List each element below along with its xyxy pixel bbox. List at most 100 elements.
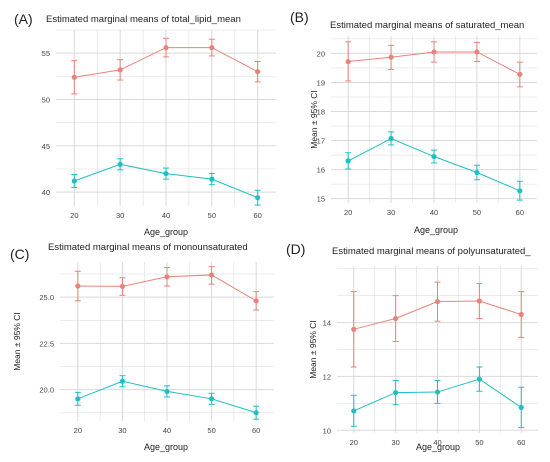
data-point xyxy=(253,410,259,416)
x-tick-label: 20 xyxy=(70,211,78,220)
data-point xyxy=(476,376,482,382)
data-point xyxy=(71,74,77,80)
series-upper xyxy=(74,266,260,311)
data-point xyxy=(474,169,480,176)
y-tick-label: 55 xyxy=(42,49,50,58)
y-axis-label: Mean ± 95% CI xyxy=(12,312,22,371)
chart-title: Estimated marginal means of saturated_me… xyxy=(330,20,524,31)
x-tick-label: 20 xyxy=(344,208,352,217)
data-point xyxy=(393,389,399,396)
x-tick-label: 50 xyxy=(475,438,483,447)
data-point xyxy=(345,158,351,164)
series-lower xyxy=(350,366,525,429)
y-tick-label: 14 xyxy=(323,319,331,328)
panel-label: (D) xyxy=(286,241,305,257)
panel-label: (B) xyxy=(290,9,309,25)
data-point xyxy=(474,49,480,55)
chart-panel-a: (A) Estimated marginal means of total_lip… xyxy=(14,11,276,237)
x-tick-label: 60 xyxy=(517,438,525,447)
data-point xyxy=(163,170,169,177)
data-point xyxy=(209,45,215,51)
chart-title: Estimated marginal means of total_lipid_… xyxy=(46,14,241,25)
y-tick-label: 45 xyxy=(42,142,50,151)
data-point xyxy=(393,315,399,322)
x-axis-label: Age_group xyxy=(144,442,188,452)
data-point xyxy=(255,69,261,75)
data-point xyxy=(255,195,261,201)
x-tick-label: 40 xyxy=(162,211,170,220)
data-point xyxy=(75,283,81,289)
data-point xyxy=(119,378,126,384)
chart-title: Estimated marginal means of monounsatura… xyxy=(48,242,248,253)
y-tick-label: 15 xyxy=(317,195,325,204)
data-point xyxy=(431,153,437,160)
data-point xyxy=(351,408,357,414)
chart-panel-c: (C) Estimated marginal means of monounsat… xyxy=(10,242,274,452)
series-lower xyxy=(74,375,260,420)
data-point xyxy=(476,298,482,304)
series-upper xyxy=(345,41,523,88)
data-point xyxy=(388,54,394,60)
chart-panel-d: (D) Estimated marginal means of polyunsat… xyxy=(286,241,538,452)
x-axis-label: Age_group xyxy=(414,225,458,235)
data-point xyxy=(431,49,437,55)
panel-label: (A) xyxy=(14,11,33,27)
y-axis-label: Mean ± 95% CI xyxy=(308,320,318,379)
data-point xyxy=(351,326,357,332)
x-tick-label: 30 xyxy=(387,208,395,217)
y-tick-label: 12 xyxy=(323,372,331,381)
series-lower xyxy=(71,158,261,206)
series-upper xyxy=(350,281,525,368)
x-tick-label: 60 xyxy=(253,211,261,220)
gridlines xyxy=(331,36,537,203)
data-point xyxy=(209,176,215,182)
y-tick-label: 17 xyxy=(317,137,325,146)
data-point xyxy=(345,58,351,65)
x-tick-label: 20 xyxy=(74,426,82,435)
data-point xyxy=(164,274,170,280)
x-tick-label: 30 xyxy=(116,211,124,220)
y-tick-label: 18 xyxy=(317,108,325,117)
x-tick-label: 60 xyxy=(516,208,524,217)
data-point xyxy=(164,388,170,395)
y-tick-label: 50 xyxy=(42,95,50,104)
x-tick-label: 50 xyxy=(473,208,481,217)
x-tick-label: 20 xyxy=(350,438,358,447)
x-tick-label: 50 xyxy=(207,426,215,435)
x-tick-label: 40 xyxy=(163,426,171,435)
series-lower xyxy=(345,131,523,201)
gridlines xyxy=(337,266,538,433)
x-tick-label: 50 xyxy=(208,211,216,220)
data-point xyxy=(518,311,524,318)
data-point xyxy=(117,161,123,167)
data-point xyxy=(119,283,126,290)
x-tick-label: 30 xyxy=(118,426,126,435)
chart-panel-b: (B) Estimated marginal means of saturated… xyxy=(290,9,537,235)
data-point xyxy=(517,71,523,77)
series-upper xyxy=(71,37,261,95)
data-point xyxy=(75,396,81,402)
data-point xyxy=(71,178,77,184)
x-tick-label: 40 xyxy=(430,208,438,217)
y-tick-label: 40 xyxy=(42,188,50,197)
data-point xyxy=(434,389,441,395)
data-point xyxy=(388,135,394,142)
data-point xyxy=(117,67,123,73)
chart-title: Estimated marginal means of polyunsatura… xyxy=(332,246,531,257)
x-axis-label: Age_group xyxy=(144,227,188,237)
y-tick-label: 20.0 xyxy=(39,386,54,395)
data-point xyxy=(208,272,215,278)
y-tick-label: 16 xyxy=(317,166,325,175)
x-tick-label: 30 xyxy=(391,438,399,447)
data-point xyxy=(253,298,259,304)
data-point xyxy=(517,188,523,194)
y-tick-label: 20 xyxy=(317,49,325,58)
data-point xyxy=(208,396,215,402)
data-point xyxy=(163,45,169,51)
data-point xyxy=(518,404,524,411)
panel-label: (C) xyxy=(10,246,29,262)
x-axis-label: Age_group xyxy=(416,442,460,452)
y-tick-label: 22.5 xyxy=(39,339,54,348)
